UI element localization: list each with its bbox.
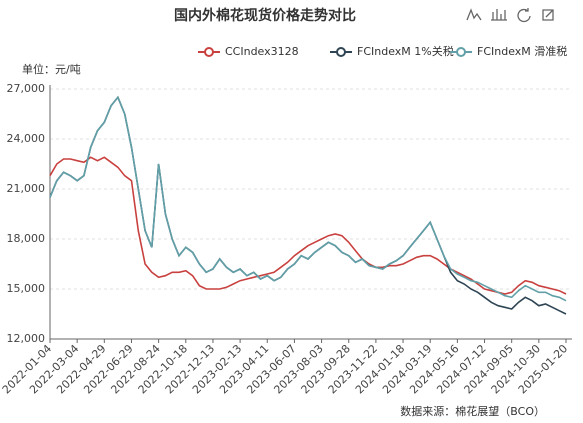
legend-label: CCIndex3128 [225, 45, 299, 58]
legend-label: FCIndexM 滑准税 [477, 44, 567, 58]
chart-title: 国内外棉花现货价格走势对比 [174, 7, 356, 24]
series-line [49, 156, 567, 295]
y-tick-label: 24,000 [7, 132, 46, 145]
tool-download[interactable] [542, 9, 554, 21]
legend-marker [204, 47, 214, 57]
legend-marker [456, 47, 466, 57]
y-tick-label: 15,000 [7, 282, 46, 295]
series-line [49, 95, 567, 302]
y-tick-label: 18,000 [7, 232, 46, 245]
y-tick-label: 27,000 [7, 82, 46, 95]
tool-bar[interactable] [491, 9, 507, 21]
y-tick-label: 21,000 [7, 182, 46, 195]
legend-label: FCIndexM 1%关税 [357, 44, 454, 58]
source: 数据来源：棉花展望（BCO） [400, 404, 545, 418]
legend-marker [336, 47, 346, 57]
y-axis-label: 单位：元/吨 [22, 62, 81, 76]
y-tick-label: 12,000 [7, 332, 46, 345]
tool-line[interactable] [466, 8, 482, 21]
tool-restore[interactable] [517, 8, 531, 23]
toolbar [466, 8, 554, 23]
